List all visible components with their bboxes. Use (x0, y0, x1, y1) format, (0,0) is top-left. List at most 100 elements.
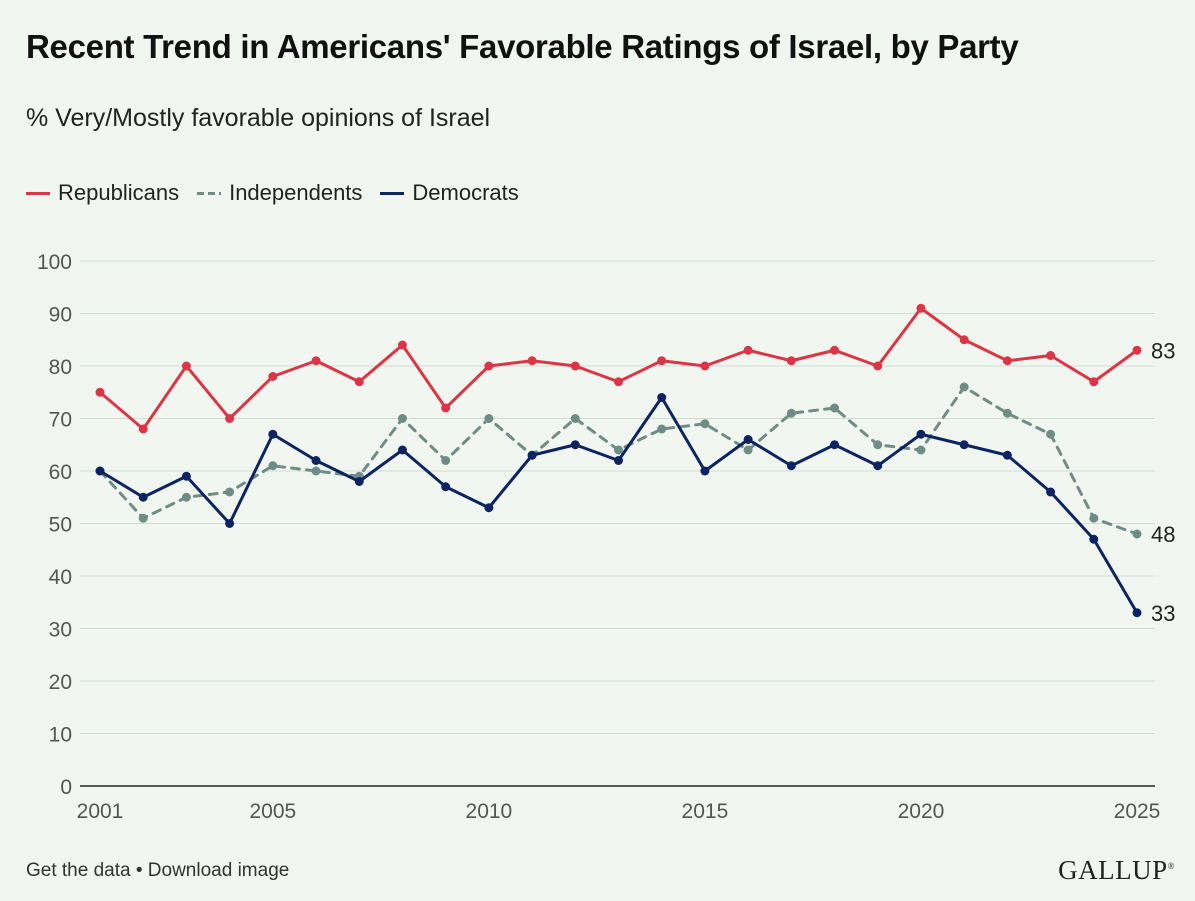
data-point-independents-2009 (441, 456, 451, 465)
data-point-democrats-2016 (743, 435, 753, 444)
legend-label-independents: Independents (229, 180, 363, 205)
data-point-independents-2019 (873, 440, 883, 450)
data-point-republicans-2020 (916, 303, 926, 313)
chart-subtitle: % Very/Mostly favorable opinions of Isra… (26, 104, 491, 132)
data-point-democrats-2025 (1132, 608, 1142, 618)
legend-item-democrats[interactable]: Democrats (380, 180, 519, 206)
data-point-democrats-2012 (570, 440, 580, 450)
y-tick-label-50: 50 (49, 514, 72, 537)
data-point-democrats-2007 (354, 477, 364, 486)
data-point-independents-2024 (1089, 513, 1099, 523)
data-point-democrats-2015 (700, 466, 710, 476)
data-point-republicans-2018 (830, 345, 840, 355)
y-tick-label-30: 30 (49, 619, 72, 642)
data-point-independents-2017 (786, 408, 796, 418)
series-line-democrats (98, 396, 1139, 615)
data-point-independents-2021 (959, 382, 969, 392)
data-point-republicans-2021 (959, 335, 969, 345)
data-point-republicans-2008 (397, 340, 407, 350)
y-tick-label-40: 40 (49, 566, 72, 589)
data-point-democrats-2003 (181, 471, 191, 481)
data-point-democrats-2024 (1089, 534, 1099, 544)
download-image-link[interactable]: Download image (147, 860, 290, 881)
data-point-independents-2008 (397, 414, 407, 423)
data-point-democrats-2008 (397, 445, 407, 455)
data-point-republicans-2012 (570, 361, 580, 371)
data-point-independents-2003 (181, 492, 191, 502)
data-point-republicans-2025 (1132, 345, 1142, 355)
data-point-independents-2015 (700, 419, 710, 429)
data-point-democrats-2009 (441, 482, 451, 492)
data-point-independents-2025 (1132, 529, 1142, 539)
data-point-independents-2023 (1046, 429, 1056, 439)
legend-label-republicans: Republicans (58, 180, 180, 205)
data-point-independents-2014 (657, 424, 667, 434)
series-line-republicans (98, 306, 1139, 431)
gallup-logo: GALLUP® (1058, 855, 1175, 885)
data-point-democrats-2022 (1002, 450, 1012, 460)
data-point-republicans-2015 (700, 361, 710, 371)
data-point-democrats-2005 (268, 429, 278, 439)
legend-item-independents[interactable]: Independents (197, 180, 362, 206)
footer-links: Get the data • Download image (26, 860, 289, 882)
data-point-republicans-2003 (181, 361, 191, 371)
legend-swatch-independents (197, 191, 222, 195)
y-tick-label-100: 100 (37, 251, 72, 274)
y-tick-label-70: 70 (49, 409, 72, 432)
data-point-republicans-2016 (743, 345, 753, 355)
data-point-democrats-2023 (1046, 487, 1056, 497)
y-tick-label-60: 60 (49, 461, 72, 484)
x-tick-label-2025: 2025 (1114, 800, 1161, 823)
data-point-independents-2006 (311, 466, 321, 476)
legend: Republicans Independents Democrats (26, 180, 537, 206)
data-point-republicans-2017 (786, 356, 796, 366)
data-point-democrats-2002 (138, 492, 148, 502)
data-point-independents-2016 (743, 445, 753, 455)
data-point-democrats-2013 (614, 456, 623, 465)
data-point-democrats-2004 (225, 519, 235, 528)
y-tick-label-10: 10 (49, 724, 72, 747)
x-tick-label-2010: 2010 (466, 800, 513, 823)
end-label-republicans: 83 (1151, 338, 1175, 363)
y-tick-label-90: 90 (49, 304, 72, 327)
get-data-link[interactable]: Get the data (26, 860, 131, 881)
data-point-republicans-2023 (1046, 351, 1056, 360)
y-tick-label-0: 0 (60, 776, 72, 799)
data-point-republicans-2006 (311, 356, 321, 366)
data-point-republicans-2010 (484, 361, 494, 371)
legend-item-republicans[interactable]: Republicans (26, 180, 179, 206)
data-point-republicans-2005 (268, 372, 278, 381)
data-point-democrats-2014 (657, 393, 667, 402)
y-tick-label-20: 20 (49, 671, 72, 694)
data-point-democrats-2021 (959, 440, 969, 450)
data-point-democrats-2011 (527, 450, 537, 460)
footer-separator: • (135, 860, 143, 881)
data-point-republicans-2007 (354, 377, 364, 387)
data-point-republicans-2009 (441, 403, 451, 413)
data-point-republicans-2001 (95, 387, 105, 397)
data-point-republicans-2013 (614, 377, 623, 387)
x-tick-label-2001: 2001 (77, 800, 124, 823)
data-point-independents-2002 (138, 513, 148, 523)
data-point-democrats-2017 (786, 461, 796, 471)
data-point-republicans-2002 (138, 424, 148, 434)
end-label-democrats: 33 (1151, 601, 1175, 626)
data-point-independents-2005 (268, 461, 278, 471)
x-tick-label-2005: 2005 (249, 800, 296, 823)
data-point-independents-2004 (225, 487, 235, 497)
chart-title: Recent Trend in Americans' Favorable Rat… (26, 28, 1019, 65)
end-label-independents: 48 (1151, 522, 1175, 547)
data-point-republicans-2022 (1002, 356, 1012, 366)
data-point-republicans-2011 (527, 356, 537, 366)
data-point-independents-2012 (570, 414, 580, 423)
data-point-democrats-2010 (484, 503, 494, 513)
data-point-independents-2010 (484, 414, 494, 423)
data-point-democrats-2006 (311, 456, 321, 465)
data-point-independents-2020 (916, 445, 926, 455)
data-point-republicans-2024 (1089, 377, 1099, 387)
data-point-republicans-2019 (873, 361, 883, 371)
data-point-republicans-2014 (657, 356, 667, 366)
data-point-independents-2022 (1002, 408, 1012, 418)
data-point-independents-2013 (614, 445, 623, 455)
